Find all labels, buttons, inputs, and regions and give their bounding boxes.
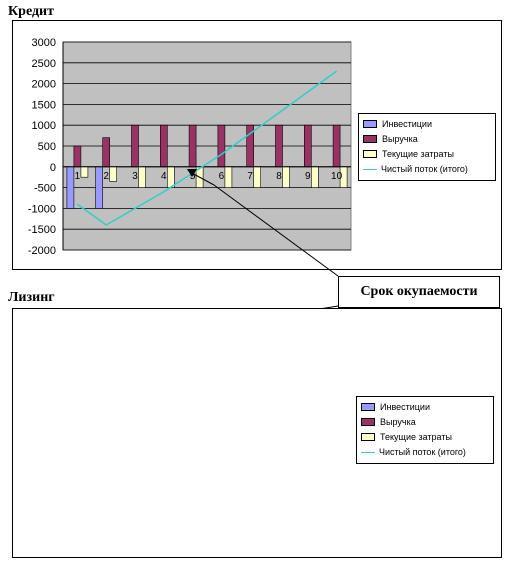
leasing-legend-item-revenue: Выручка	[361, 416, 416, 428]
credit-bar-revenue	[275, 124, 283, 168]
leasing-legend: Инвестиции Выручка Текущие затраты Чисты…	[356, 396, 494, 464]
credit-bar-revenue	[332, 124, 341, 168]
credit-x-tick-label: 2	[103, 171, 109, 182]
credit-bar-investments	[66, 166, 75, 209]
credit-x-tick-label: 6	[219, 171, 225, 182]
credit-x-tick-label: 7	[247, 171, 253, 182]
leasing-legend-item-costs: Текущие затраты	[361, 431, 452, 443]
callout-arrowhead-credit	[187, 169, 197, 177]
credit-x-tick-label: 10	[331, 171, 343, 182]
credit-y-tick-label: 2000	[32, 79, 56, 91]
credit-bar-revenue	[102, 137, 110, 168]
callout-connector-credit-tail	[189, 171, 215, 186]
credit-bar-costs	[253, 166, 261, 188]
credit-x-tick-label: 8	[276, 171, 282, 182]
credit-bar-costs	[282, 166, 290, 188]
credit-y-tick-label: 1500	[32, 99, 56, 111]
credit-legend: Инвестиции Выручка Текущие затраты Чисты…	[358, 113, 496, 181]
callout-connector-credit	[213, 184, 339, 277]
credit-bar-revenue	[303, 124, 312, 168]
credit-y-tick-label: 1000	[32, 120, 56, 132]
credit-y-tick-label: -2000	[28, 245, 56, 257]
credit-y-tick-label: -1500	[28, 224, 56, 236]
credit-net-flow-line	[76, 70, 338, 226]
credit-legend-item-net-flow: Чистый поток (итого)	[363, 163, 468, 175]
credit-bar-costs	[138, 166, 146, 188]
credit-legend-item-costs: Текущие затраты	[363, 148, 454, 160]
credit-x-tick-label: 3	[132, 171, 138, 182]
credit-x-tick-label: 4	[161, 171, 167, 182]
credit-y-tick-label: 2500	[32, 58, 56, 70]
credit-bar-investments	[95, 166, 103, 209]
credit-legend-item-revenue: Выручка	[363, 133, 418, 145]
credit-bar-revenue	[160, 124, 168, 168]
credit-bar-revenue	[217, 124, 226, 168]
payback-period-callout: Срок окупаемости	[338, 276, 500, 308]
credit-y-tick-label: -500	[34, 183, 56, 195]
credit-bar-costs	[80, 166, 89, 178]
credit-y-tick-label: 3000	[32, 37, 56, 49]
credit-legend-item-investments: Инвестиции	[363, 118, 432, 130]
credit-x-tick-label: 9	[305, 171, 311, 182]
credit-bar-costs	[167, 166, 175, 188]
leasing-chart-title: Лизинг	[8, 290, 55, 305]
credit-bar-costs	[224, 166, 233, 188]
credit-x-tick-label: 1	[75, 171, 81, 182]
credit-x-tick-label: 5	[190, 171, 196, 182]
credit-bar-revenue	[188, 124, 197, 168]
credit-bar-costs	[310, 166, 319, 188]
leasing-legend-item-net-flow: Чистый поток (итого)	[361, 446, 466, 458]
credit-y-tick-label: 500	[38, 141, 56, 153]
credit-bar-revenue	[131, 124, 139, 168]
credit-y-tick-label: 0	[50, 162, 56, 174]
credit-y-tick-label: -1000	[28, 203, 56, 215]
credit-bar-revenue	[73, 145, 82, 168]
credit-bar-costs	[109, 166, 117, 182]
credit-chart-title: Кредит	[8, 4, 54, 19]
leasing-legend-item-investments: Инвестиции	[361, 401, 430, 413]
